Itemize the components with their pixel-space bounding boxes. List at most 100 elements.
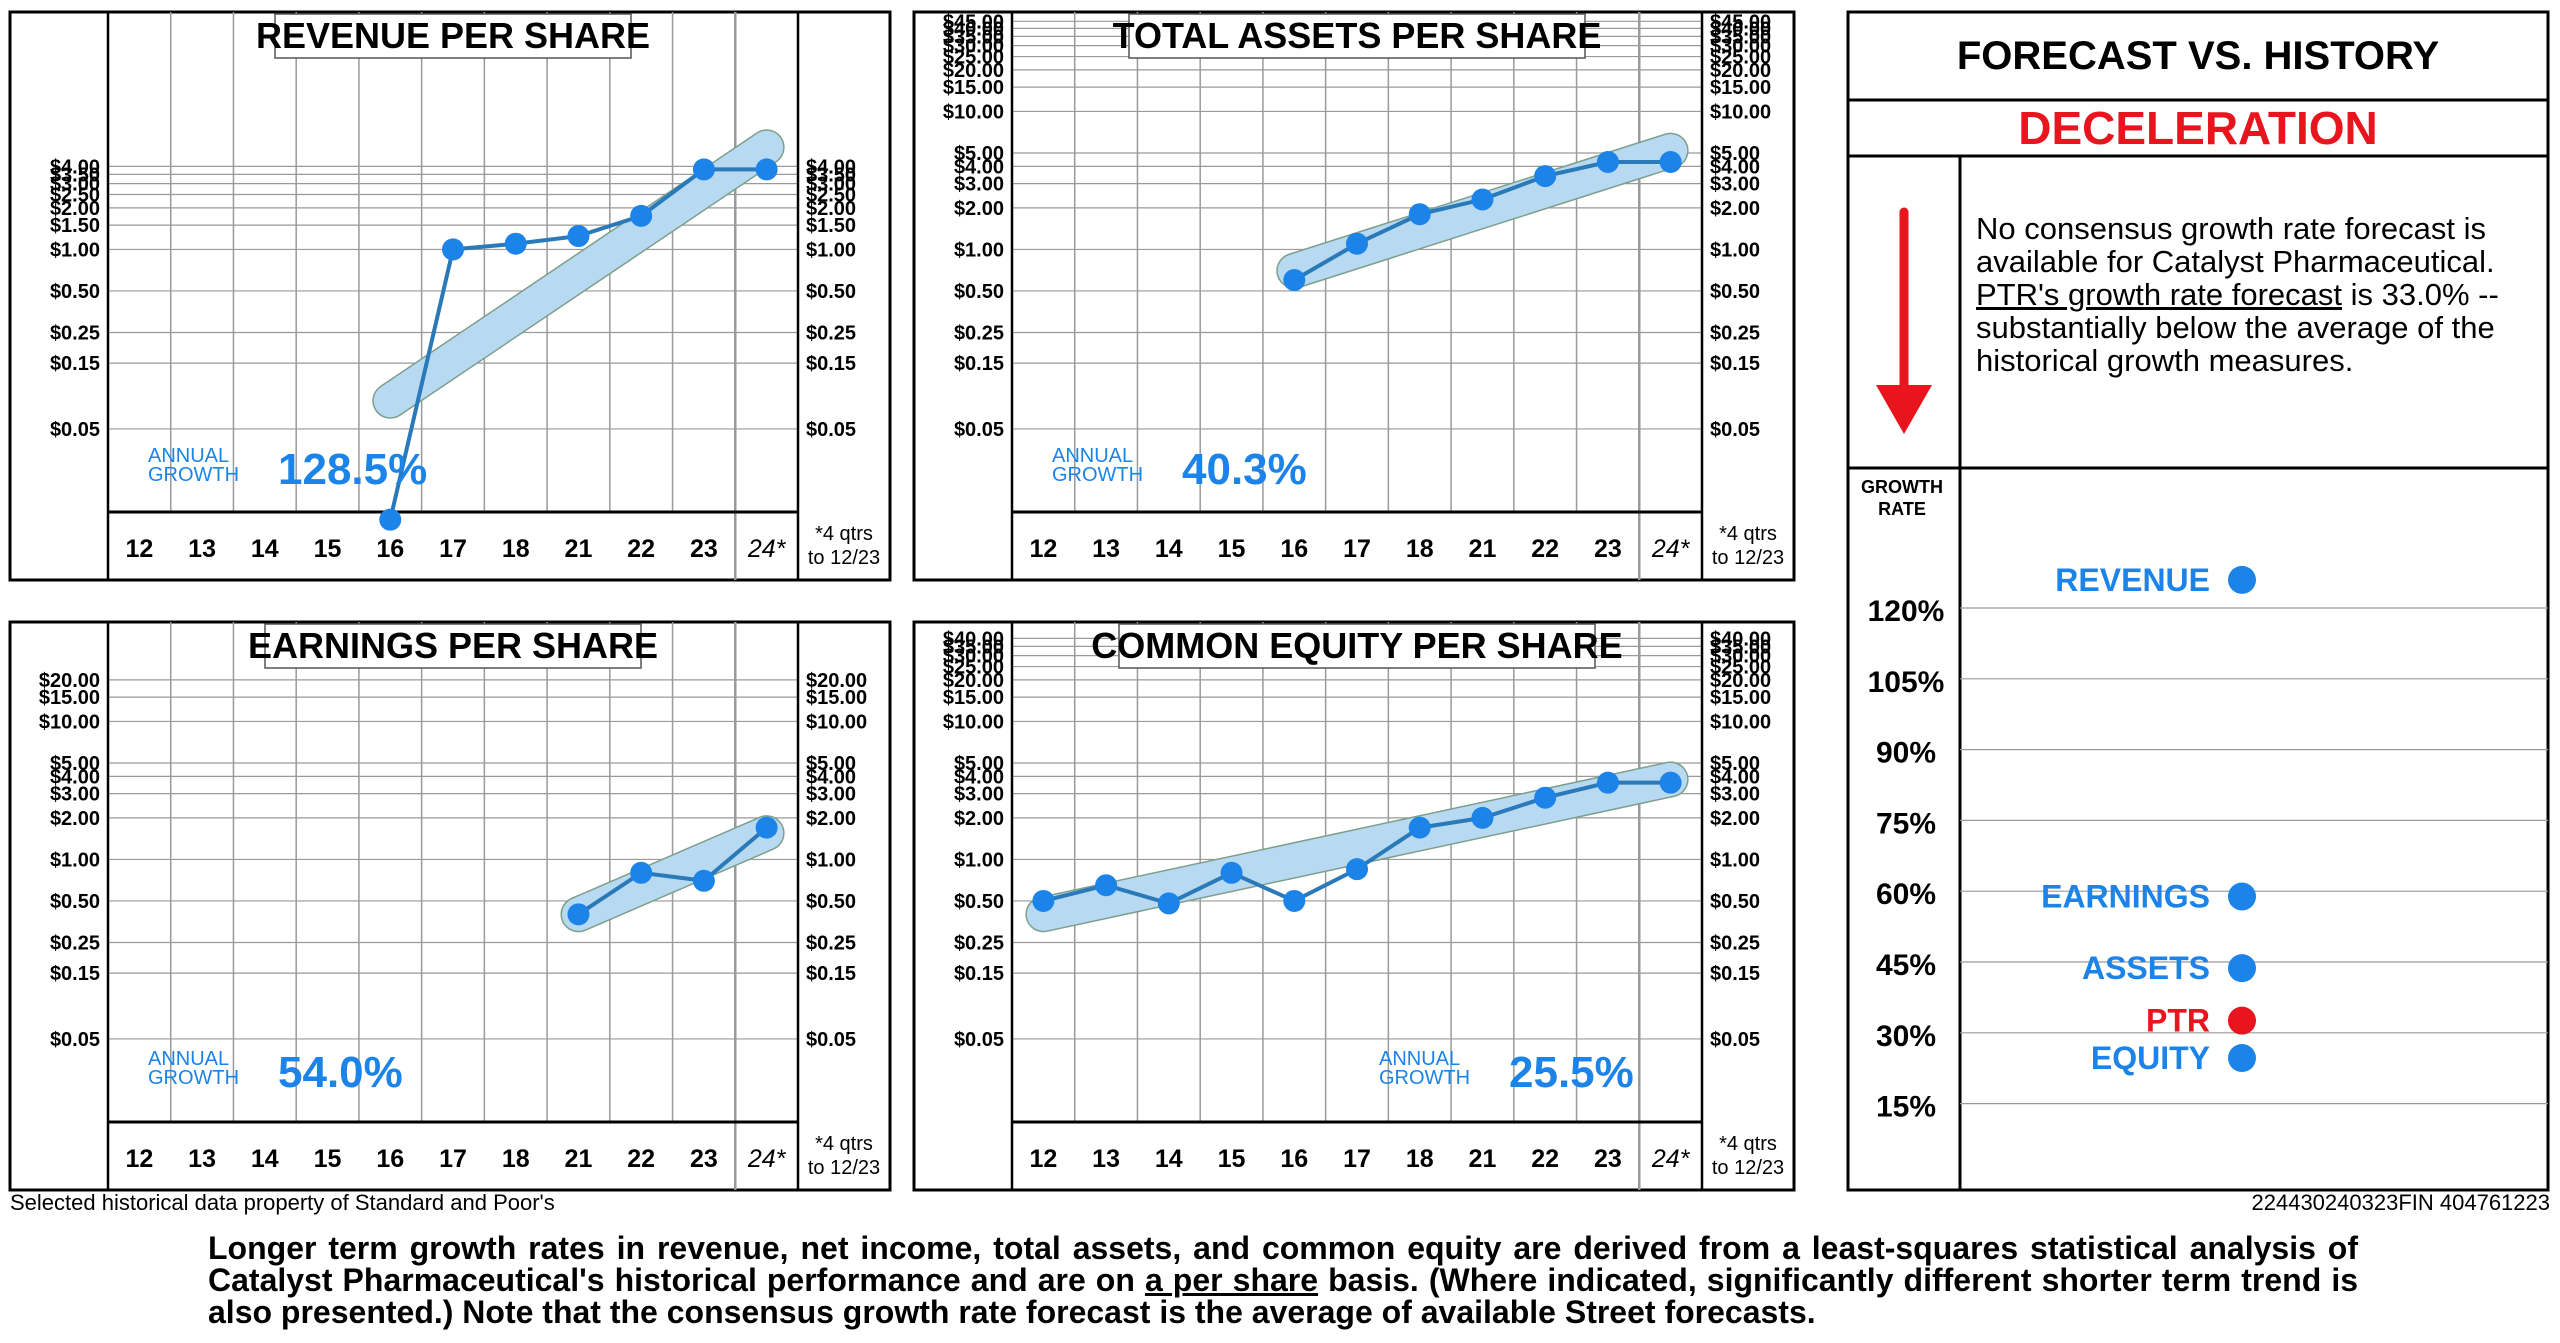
series-line xyxy=(577,826,768,916)
methodology-note-a: Longer term growth rates in revenue, net… xyxy=(208,1230,2358,1298)
data-point xyxy=(1032,889,1055,912)
chart-frame xyxy=(8,10,892,582)
left-tick-label: $0.05 xyxy=(954,1029,1004,1051)
forecast-verdict: DECELERATION xyxy=(2018,102,2378,154)
left-tick-label: $45.00 xyxy=(943,11,1004,33)
right-tick-label: $30.00 xyxy=(1710,646,1771,668)
chart-title: TOTAL ASSETS PER SHARE xyxy=(1113,15,1602,56)
left-tick-label: $5.00 xyxy=(954,143,1004,165)
data-point xyxy=(1534,786,1557,809)
data-point xyxy=(1346,232,1368,255)
growth-tick-label: 15% xyxy=(1876,1091,1936,1124)
x-tick-label: 14 xyxy=(251,535,279,563)
data-point xyxy=(1596,151,1619,174)
right-tick-label: $0.05 xyxy=(1710,1029,1760,1051)
left-tick-label: $0.15 xyxy=(50,963,100,985)
right-tick-label: $3.00 xyxy=(806,784,856,806)
left-tick-label: $0.15 xyxy=(954,963,1004,985)
period-note-line1: *4 qtrs xyxy=(1719,523,1777,545)
right-tick-label: $25.00 xyxy=(1710,657,1771,679)
left-tick-label: $10.00 xyxy=(943,711,1004,733)
right-tick-label: $0.25 xyxy=(1710,322,1760,344)
x-tick-label: 13 xyxy=(188,1145,216,1173)
chart-panel-earnings: $20.00 $20.00$15.00 $15.00$10.00 $10.00$5.0… xyxy=(8,620,892,1192)
left-tick-label: $1.00 xyxy=(50,239,100,261)
chart-panel-assets: $45.00 $45.00$40.00 $40.00$35.00 $35.00$30.… xyxy=(912,10,1796,582)
growth-point-label: ASSETS xyxy=(2082,950,2210,986)
x-tick-label: 12 xyxy=(125,1145,153,1173)
left-tick-label: $3.00 xyxy=(50,174,100,196)
data-point xyxy=(755,158,778,181)
right-tick-label: $2.00 xyxy=(806,808,856,830)
x-tick-label: 12 xyxy=(125,535,153,563)
x-tick-label: 18 xyxy=(502,1145,530,1173)
x-tick-label: 13 xyxy=(1092,535,1120,563)
x-tick-label: 16 xyxy=(1280,1145,1308,1173)
data-point xyxy=(442,238,464,261)
data-point xyxy=(692,869,715,892)
chart-title-box xyxy=(1128,13,1586,59)
right-tick-label: $1.00 xyxy=(1710,239,1760,261)
right-tick-label: $15.00 xyxy=(1710,687,1771,709)
data-point xyxy=(1659,151,1682,174)
forecast-text-b: is 33.0% -- substantially below the aver… xyxy=(1976,277,2499,378)
x-tick-label: 17 xyxy=(1343,1145,1371,1173)
left-tick-label: $10.00 xyxy=(943,101,1004,123)
left-tick-label: $15.00 xyxy=(943,77,1004,99)
left-tick-label: $0.05 xyxy=(50,419,100,441)
right-tick-label: $0.15 xyxy=(1710,353,1760,375)
data-point xyxy=(1596,771,1619,794)
x-tick-label: 18 xyxy=(1406,1145,1434,1173)
methodology-note-underlined: a per share xyxy=(1144,1262,1319,1298)
left-tick-label: $4.00 xyxy=(954,156,1004,178)
growth-tick-label: 90% xyxy=(1876,737,1936,770)
x-tick-label: 17 xyxy=(439,535,467,563)
right-tick-label: $4.00 xyxy=(1710,156,1760,178)
right-tick-label: $1.00 xyxy=(1710,849,1760,871)
growth-label-line1: ANNUAL xyxy=(148,445,229,467)
left-tick-label: $0.25 xyxy=(50,322,100,344)
right-tick-label: $0.50 xyxy=(1710,891,1760,913)
x-tick-label: 12 xyxy=(1029,535,1057,563)
left-tick-label: $20.00 xyxy=(39,670,100,692)
left-tick-label: $2.00 xyxy=(954,808,1004,830)
right-tick-label: $45.00 xyxy=(1710,11,1771,33)
right-tick-label: $2.50 xyxy=(806,185,856,207)
growth-point-assets xyxy=(2228,954,2256,983)
right-tick-label: $40.00 xyxy=(1710,628,1771,650)
data-point xyxy=(630,861,653,884)
left-tick-label: $3.00 xyxy=(50,784,100,806)
x-tick-label: 21 xyxy=(1469,535,1497,563)
x-tick-label: 14 xyxy=(251,1145,279,1173)
left-tick-label: $0.15 xyxy=(954,353,1004,375)
left-tick-label: $3.00 xyxy=(954,784,1004,806)
x-tick-label: 14 xyxy=(1155,1145,1183,1173)
data-point xyxy=(692,158,715,181)
right-tick-label: $3.50 xyxy=(806,164,856,186)
x-tick-label: 13 xyxy=(1092,1145,1120,1173)
left-tick-label: $30.00 xyxy=(943,36,1004,58)
left-tick-label: $40.00 xyxy=(943,628,1004,650)
x-tick-label: 22 xyxy=(1531,535,1559,563)
period-note-line2: to 12/23 xyxy=(1712,547,1784,569)
left-tick-label: $2.00 xyxy=(954,198,1004,220)
chart-title-box xyxy=(1118,623,1596,669)
data-point xyxy=(1534,165,1557,188)
growth-tick-label: 60% xyxy=(1876,878,1936,911)
growth-label-line1: ANNUAL xyxy=(1052,445,1133,467)
right-tick-label: $4.00 xyxy=(1710,766,1760,788)
left-tick-label: $25.00 xyxy=(943,47,1004,69)
x-tick-label: 22 xyxy=(627,1145,655,1173)
x-tick-label: 16 xyxy=(376,1145,404,1173)
right-tick-label: $1.00 xyxy=(806,239,856,261)
growth-point-equity xyxy=(2228,1044,2256,1073)
growth-rate-label-line2: RATE xyxy=(1878,499,1926,519)
trend-band xyxy=(561,816,784,931)
right-tick-label: $4.00 xyxy=(806,766,856,788)
growth-label-line1: ANNUAL xyxy=(148,1048,229,1070)
right-tick-label: $0.15 xyxy=(806,353,856,375)
right-tick-label: $10.00 xyxy=(1710,711,1771,733)
left-tick-label: $1.50 xyxy=(50,215,100,237)
x-tick-label: 24* xyxy=(1651,1145,1691,1173)
left-tick-label: $1.00 xyxy=(954,849,1004,871)
